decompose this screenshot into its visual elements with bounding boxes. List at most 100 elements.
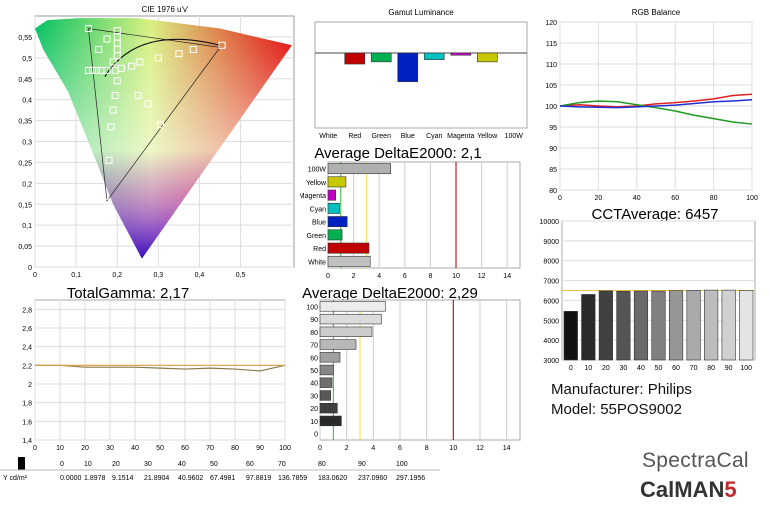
cie-y-tick: 0,45 (18, 77, 32, 84)
deltae-colors-bar (327, 229, 343, 241)
deltae-gray-bar (319, 415, 342, 427)
deltae-colors-x-tick: 6 (403, 273, 407, 280)
gamma-x-tick: 100 (279, 445, 291, 452)
deltae-gray-y-tick: 50 (310, 368, 318, 375)
deltae-colors-x-tick: 10 (452, 273, 460, 280)
cie-point (107, 123, 115, 131)
total-gamma-chart: TotalGamma: 2,17 0 10 20 30 40 50 60 70 80 90 100 2,… (22, 285, 291, 452)
deltae-colors-bar (327, 189, 336, 201)
rgb-y-tick: 115 (546, 41, 557, 48)
cct-title: CCTAverage: 6457 (591, 206, 718, 223)
rgb-y-tick: 90 (549, 146, 557, 153)
cie-y-tick: 0,2 (22, 181, 32, 188)
cct-bar (581, 294, 596, 361)
gamma-y-tick: 1,6 (22, 419, 32, 426)
deltae-gray-bar (319, 313, 382, 325)
deltae-gray-title: Average DeltaE2000: 2,29 (302, 285, 478, 302)
table-header-cell: 80 (318, 461, 326, 468)
rgb-x-tick: 60 (671, 195, 679, 202)
gamut-bar (450, 52, 472, 56)
deltae-gray-y-tick: 0 (314, 432, 318, 439)
deltae-gray-y-tick: 70 (310, 343, 318, 350)
cie-x-tick: 0,4 (195, 272, 205, 279)
deltae-colors-bar (327, 163, 392, 175)
deltae-gray-y-tick: 10 (310, 419, 318, 426)
gamut-x-tick: Yellow (477, 133, 498, 140)
rgb-y-tick: 95 (549, 125, 557, 132)
deltae-gray-x-tick: 14 (503, 445, 511, 452)
deltae-colors-x-tick: 12 (478, 273, 486, 280)
rgb-x-tick: 40 (633, 195, 641, 202)
cie-x-tick: 0,5 (236, 272, 246, 279)
cie-chart: CIE 1976 u'v' 0 0,1 0,2 0,3 0,4 0,5 0,55 0,5 0,45… (18, 5, 295, 279)
spectracal-logo: SpectraCal (642, 449, 749, 473)
cie-x-tick: 0 (33, 272, 37, 279)
cct-bar (686, 290, 701, 361)
cie-point (103, 198, 111, 206)
gamma-x-tick: 20 (81, 445, 89, 452)
deltae-colors-y-tick: Cyan (310, 206, 326, 213)
cie-point (97, 66, 105, 74)
deltae-gray-bar (319, 403, 338, 414)
rgb-series-line (559, 93, 753, 108)
gamma-x-tick: 10 (56, 445, 64, 452)
cie-x-tick: 0,1 (71, 272, 81, 279)
deltae-gray-bar (319, 377, 333, 388)
cie-y-tick: 0,35 (18, 119, 32, 126)
table-cell: 40.9602 (178, 475, 203, 482)
cie-point (109, 106, 117, 114)
rgb-x-tick: 80 (710, 195, 718, 202)
table-header-cell: 20 (112, 461, 120, 468)
table-cell: 97.8819 (246, 475, 271, 482)
cie-point (128, 62, 136, 70)
gamma-x-tick: 50 (156, 445, 164, 452)
deltae-gray-x-tick: 8 (425, 445, 429, 452)
gamut-x-tick: Green (372, 133, 392, 140)
deltae-colors-x-tick: 14 (503, 273, 511, 280)
cct-x-tick: 100 (740, 365, 752, 372)
cct-bar (616, 290, 631, 361)
gamut-bar (476, 52, 498, 63)
cct-x-tick: 40 (637, 365, 645, 372)
table-cell: 183.0620 (318, 475, 347, 482)
gamut-plot-area (314, 21, 528, 129)
table-header-cell: 30 (144, 461, 152, 468)
cie-point (218, 41, 226, 49)
deltae-colors-bar (327, 202, 340, 214)
gamut-x-tick: Magenta (447, 133, 474, 140)
rgb-y-tick: 80 (549, 188, 557, 195)
cie-point (109, 58, 117, 66)
deltae-colors-y-tick: Yellow (306, 180, 327, 187)
gamut-bar (370, 52, 392, 63)
cie-y-tick: 0,25 (18, 160, 32, 167)
deltae-gray-y-tick: 20 (310, 406, 318, 413)
cie-point (105, 156, 113, 164)
table-cell: 237.0960 (358, 475, 387, 482)
manufacturer-text: Manufacturer: Philips (551, 381, 692, 398)
gamma-y-tick: 2 (28, 382, 32, 389)
deltae-gray-bar (319, 352, 341, 363)
cie-y-tick: 0,05 (18, 244, 32, 251)
deltae-colors-x-tick: 0 (326, 273, 330, 280)
cct-y-tick: 7000 (543, 279, 559, 286)
cie-y-tick: 0,4 (22, 98, 32, 105)
deltae-colors-bar (327, 255, 371, 267)
table-cell: 67.4981 (210, 475, 235, 482)
deltae-colors-bar (327, 216, 348, 228)
cie-point (134, 91, 142, 99)
deltae-gray-x-tick: 10 (449, 445, 457, 452)
cie-point (189, 45, 197, 53)
gamma-series-line (35, 364, 286, 372)
deltae-colors-y-tick: Red (313, 246, 326, 253)
gamma-y-tick: 1,8 (22, 401, 32, 408)
deltae-gray-bar (319, 301, 386, 312)
table-header-cell: 10 (84, 461, 92, 468)
deltae-colors-y-tick: Blue (312, 220, 326, 227)
cie-planckian-locus (104, 38, 221, 77)
cct-bar (668, 290, 684, 361)
gamut-x-tick: Blue (401, 133, 415, 140)
gamut-bar (344, 52, 366, 65)
model-text: Model: 55POS9002 (551, 401, 682, 418)
deltae-colors-y-tick: White (308, 259, 326, 266)
rgb-x-tick: 100 (746, 195, 758, 202)
